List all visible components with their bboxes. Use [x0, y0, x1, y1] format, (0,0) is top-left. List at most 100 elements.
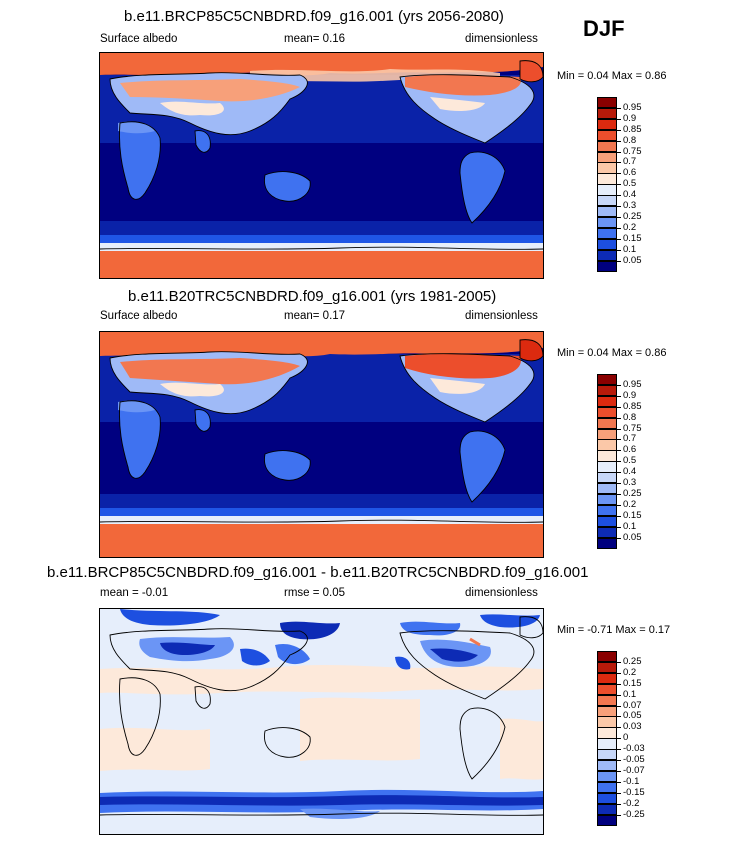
- colorbar-level-label: 0.2: [623, 498, 637, 510]
- panel-2-map: [99, 331, 544, 558]
- colorbar-cell: [597, 461, 617, 473]
- colorbar-tick: [617, 129, 621, 131]
- colorbar-cell: [597, 140, 617, 152]
- colorbar-tick: [617, 227, 621, 229]
- colorbar-tick: [617, 760, 621, 761]
- colorbar-level-label: 0.2: [623, 666, 637, 678]
- colorbar-tick: [617, 206, 621, 207]
- colorbar-tick: [617, 705, 621, 707]
- panel-2-variable-label: Surface albedo: [100, 310, 178, 322]
- colorbar-level-label: 0.3: [623, 200, 637, 211]
- colorbar-tick: [617, 770, 621, 772]
- colorbar-level-label: 0.15: [623, 677, 642, 689]
- panel-3-units-label: dimensionless: [465, 587, 538, 599]
- colorbar-level-label: 0.6: [623, 167, 637, 179]
- colorbar-level-label: 0.1: [623, 243, 637, 255]
- panel-3-map: [99, 608, 544, 835]
- colorbar-tick: [617, 537, 621, 539]
- colorbar-level-label: 0.25: [623, 655, 642, 667]
- panel-3-colorbar: -0.25 -0.2 -0.15 -0.1 -0.07 -0.05 -0.03 0 0.03 0.…: [597, 651, 677, 826]
- colorbar-level-label: 0.1: [623, 520, 637, 532]
- colorbar-tick: [617, 483, 621, 484]
- colorbar-tick: [617, 249, 621, 251]
- colorbar-level-label: 0: [623, 732, 629, 744]
- colorbar-cell: [597, 493, 617, 506]
- colorbar-cell: [597, 384, 617, 397]
- colorbar-cell: [597, 483, 617, 495]
- panel-3-mean-label: mean = -0.01: [100, 587, 169, 599]
- colorbar-cell: [597, 814, 617, 826]
- colorbar-cell: [597, 661, 617, 674]
- colorbar-cell: [597, 537, 617, 549]
- colorbar-cell: [597, 249, 617, 261]
- panel-1-colorbar: 0.05 0.1 0.15 0.2 0.25 0.3 0.4 0.5 0.6 0.7 0.75 0.8…: [597, 97, 677, 272]
- colorbar-level-label: 0.75: [623, 145, 642, 157]
- panel-2-mean-label: mean= 0.17: [284, 310, 346, 322]
- colorbar-cell: [597, 173, 617, 185]
- colorbar-tick: [617, 504, 621, 506]
- colorbar-tick: [617, 727, 621, 729]
- colorbar-tick: [617, 472, 621, 474]
- colorbar-tick: [617, 450, 621, 452]
- colorbar-cell: [597, 238, 617, 251]
- colorbar-level-label: 0.5: [623, 178, 637, 190]
- panel-2-title: b.e11.B20TRC5CNBDRD.f09_g16.001 (yrs 198…: [128, 288, 497, 305]
- colorbar-cell: [597, 504, 617, 517]
- colorbar-cell: [597, 450, 617, 462]
- colorbar-cell: [597, 705, 617, 717]
- colorbar-level-label: 0.6: [623, 444, 637, 456]
- colorbar-tick: [617, 384, 621, 386]
- colorbar-cell: [597, 515, 617, 528]
- colorbar-level-label: 0.03: [623, 721, 642, 733]
- colorbar-cell: [597, 770, 617, 783]
- colorbar-tick: [617, 428, 621, 430]
- colorbar-cell: [597, 216, 617, 229]
- colorbar-level-label: 0.8: [623, 134, 637, 146]
- colorbar-level-label: 0.9: [623, 112, 637, 124]
- colorbar-level-label: 0.7: [623, 433, 637, 445]
- colorbar-tick: [617, 162, 621, 164]
- colorbar-tick: [617, 406, 621, 408]
- colorbar-cell: [597, 651, 617, 663]
- colorbar-cell: [597, 206, 617, 218]
- colorbar-tick: [617, 716, 621, 718]
- colorbar-level-label: 0.85: [623, 123, 642, 135]
- colorbar-tick: [617, 140, 621, 142]
- panel-3-minmax: Min = -0.71 Max = 0.17: [557, 624, 671, 636]
- colorbar-level-label: 0.95: [623, 378, 642, 390]
- colorbar-cell: [597, 118, 617, 131]
- colorbar-tick: [617, 792, 621, 794]
- colorbar-cell: [597, 727, 617, 739]
- colorbar-level-label: 0.95: [623, 101, 642, 113]
- colorbar-tick: [617, 814, 621, 816]
- colorbar-level-label: 0.4: [623, 466, 637, 478]
- colorbar-tick: [617, 738, 621, 740]
- panel-3-rmse-label: rmse = 0.05: [284, 587, 346, 599]
- colorbar-tick: [617, 781, 621, 783]
- colorbar-level-label: 0.05: [623, 710, 642, 722]
- panel-2-colorbar: 0.05 0.1 0.15 0.2 0.25 0.3 0.4 0.5 0.6 0.7 0.75 0.8…: [597, 374, 677, 549]
- colorbar-tick: [617, 195, 621, 197]
- colorbar-tick: [617, 118, 621, 120]
- colorbar-cell: [597, 97, 617, 109]
- colorbar-level-label: -0.1: [623, 775, 640, 787]
- colorbar-cell: [597, 749, 617, 761]
- colorbar-tick: [617, 395, 621, 397]
- panel-1-units-label: dimensionless: [465, 33, 538, 45]
- colorbar-cell: [597, 260, 617, 272]
- colorbar-tick: [617, 184, 621, 186]
- colorbar-level-label: 0.15: [623, 509, 642, 521]
- colorbar-cell: [597, 526, 617, 538]
- colorbar-tick: [617, 260, 621, 262]
- colorbar-tick: [617, 107, 621, 109]
- colorbar-level-label: -0.15: [623, 786, 645, 798]
- panel-2-units-label: dimensionless: [465, 310, 538, 322]
- colorbar-level-label: 0.85: [623, 400, 642, 412]
- colorbar-level-label: -0.05: [623, 754, 645, 765]
- colorbar-tick: [617, 173, 621, 175]
- colorbar-cell: [597, 760, 617, 772]
- colorbar-tick: [617, 694, 621, 696]
- colorbar-level-label: 0.9: [623, 389, 637, 401]
- colorbar-cell: [597, 395, 617, 408]
- colorbar-level-label: 0.07: [623, 699, 642, 711]
